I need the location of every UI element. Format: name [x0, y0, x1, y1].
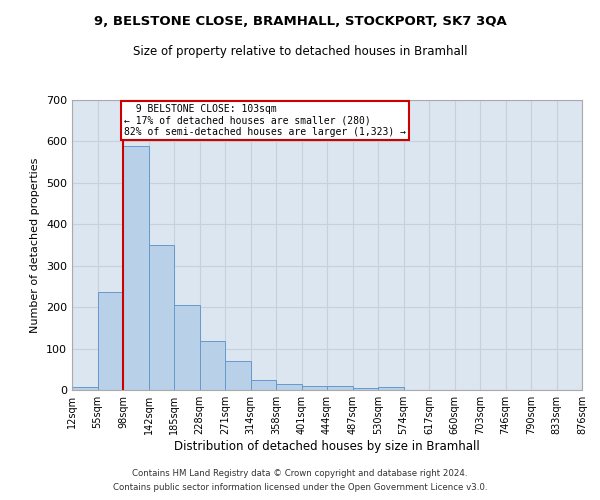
Text: 9, BELSTONE CLOSE, BRAMHALL, STOCKPORT, SK7 3QA: 9, BELSTONE CLOSE, BRAMHALL, STOCKPORT, …	[94, 15, 506, 28]
Text: Size of property relative to detached houses in Bramhall: Size of property relative to detached ho…	[133, 45, 467, 58]
Text: Contains public sector information licensed under the Open Government Licence v3: Contains public sector information licen…	[113, 484, 487, 492]
Text: Contains HM Land Registry data © Crown copyright and database right 2024.: Contains HM Land Registry data © Crown c…	[132, 468, 468, 477]
Y-axis label: Number of detached properties: Number of detached properties	[31, 158, 40, 332]
Bar	[276, 384, 302, 390]
Bar	[149, 245, 174, 390]
Bar	[123, 146, 149, 390]
Bar	[378, 386, 404, 390]
X-axis label: Distribution of detached houses by size in Bramhall: Distribution of detached houses by size …	[174, 440, 480, 453]
Bar	[174, 305, 199, 390]
Bar	[97, 292, 123, 390]
Text: 9 BELSTONE CLOSE: 103sqm
← 17% of detached houses are smaller (280)
82% of semi-: 9 BELSTONE CLOSE: 103sqm ← 17% of detach…	[124, 104, 406, 138]
Bar	[199, 341, 225, 390]
Bar	[302, 386, 327, 390]
Bar	[72, 386, 97, 390]
Bar	[327, 386, 353, 390]
Bar	[225, 361, 251, 390]
Bar	[353, 388, 378, 390]
Bar	[251, 380, 276, 390]
